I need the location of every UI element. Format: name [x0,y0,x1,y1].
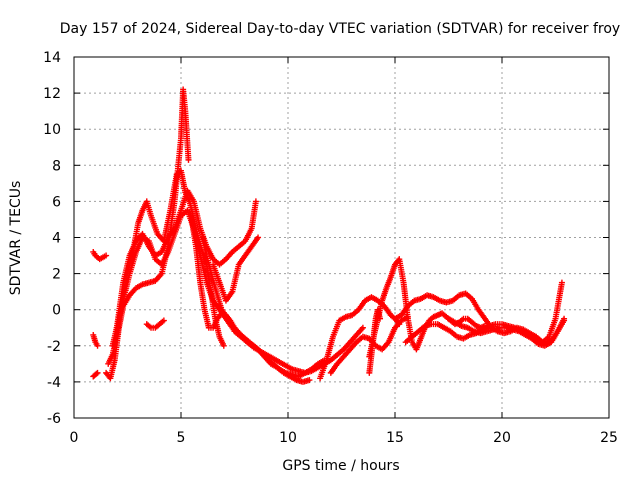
data-point [220,342,227,349]
x-tick-label: 10 [279,430,297,446]
y-tick-label: 10 [43,122,61,138]
x-tick-label: 25 [600,430,618,446]
data-point [255,234,262,241]
data-point [93,370,100,377]
data-point [359,324,366,331]
x-axis-label: GPS time / hours [282,458,399,474]
y-axis-label: SDTVAR / TECUs [8,181,24,296]
x-tick-label: 20 [493,430,511,446]
series-trace-15 [366,256,488,360]
y-tick-label: 6 [52,194,61,210]
data-point [306,377,313,384]
data-series [90,86,568,385]
series-trace-2 [90,331,101,349]
data-point [561,315,568,322]
y-tick-label: 8 [52,158,61,174]
y-tick-label: 0 [52,303,61,319]
y-tick-label: 2 [52,267,61,283]
y-tick-label: 14 [43,50,61,66]
plot-frame [73,56,610,419]
chart-title: Day 157 of 2024, Sidereal Day-to-day VTE… [60,21,620,37]
series-trace-8 [143,317,167,331]
series-trace-13 [327,313,411,376]
data-point [160,317,167,324]
axis-ticks: 0 5 10 15 20 25 -6 -4 -2 0 2 4 6 8 10 12 14 [43,50,618,446]
y-tick-label: 12 [43,86,61,102]
series-trace-18 [445,315,568,349]
series-trace-6 [109,187,259,349]
y-tick-label: -2 [47,339,61,355]
x-tick-label: 5 [177,430,186,446]
series-trace-1 [90,248,110,263]
series-trace-10 [199,234,328,380]
data-point [185,156,192,163]
grid-lines [74,57,609,418]
y-tick-label: -6 [47,411,61,427]
data-point [103,252,110,259]
series-trace-11 [210,234,262,304]
series-trace-3 [90,369,101,380]
y-tick-label: -4 [47,375,61,391]
data-point [558,279,565,286]
x-tick-label: 0 [70,430,79,446]
data-point [252,198,259,205]
data-point [94,369,101,376]
y-tick-label: 4 [52,231,61,247]
x-tick-label: 15 [386,430,404,446]
data-point [94,342,101,349]
